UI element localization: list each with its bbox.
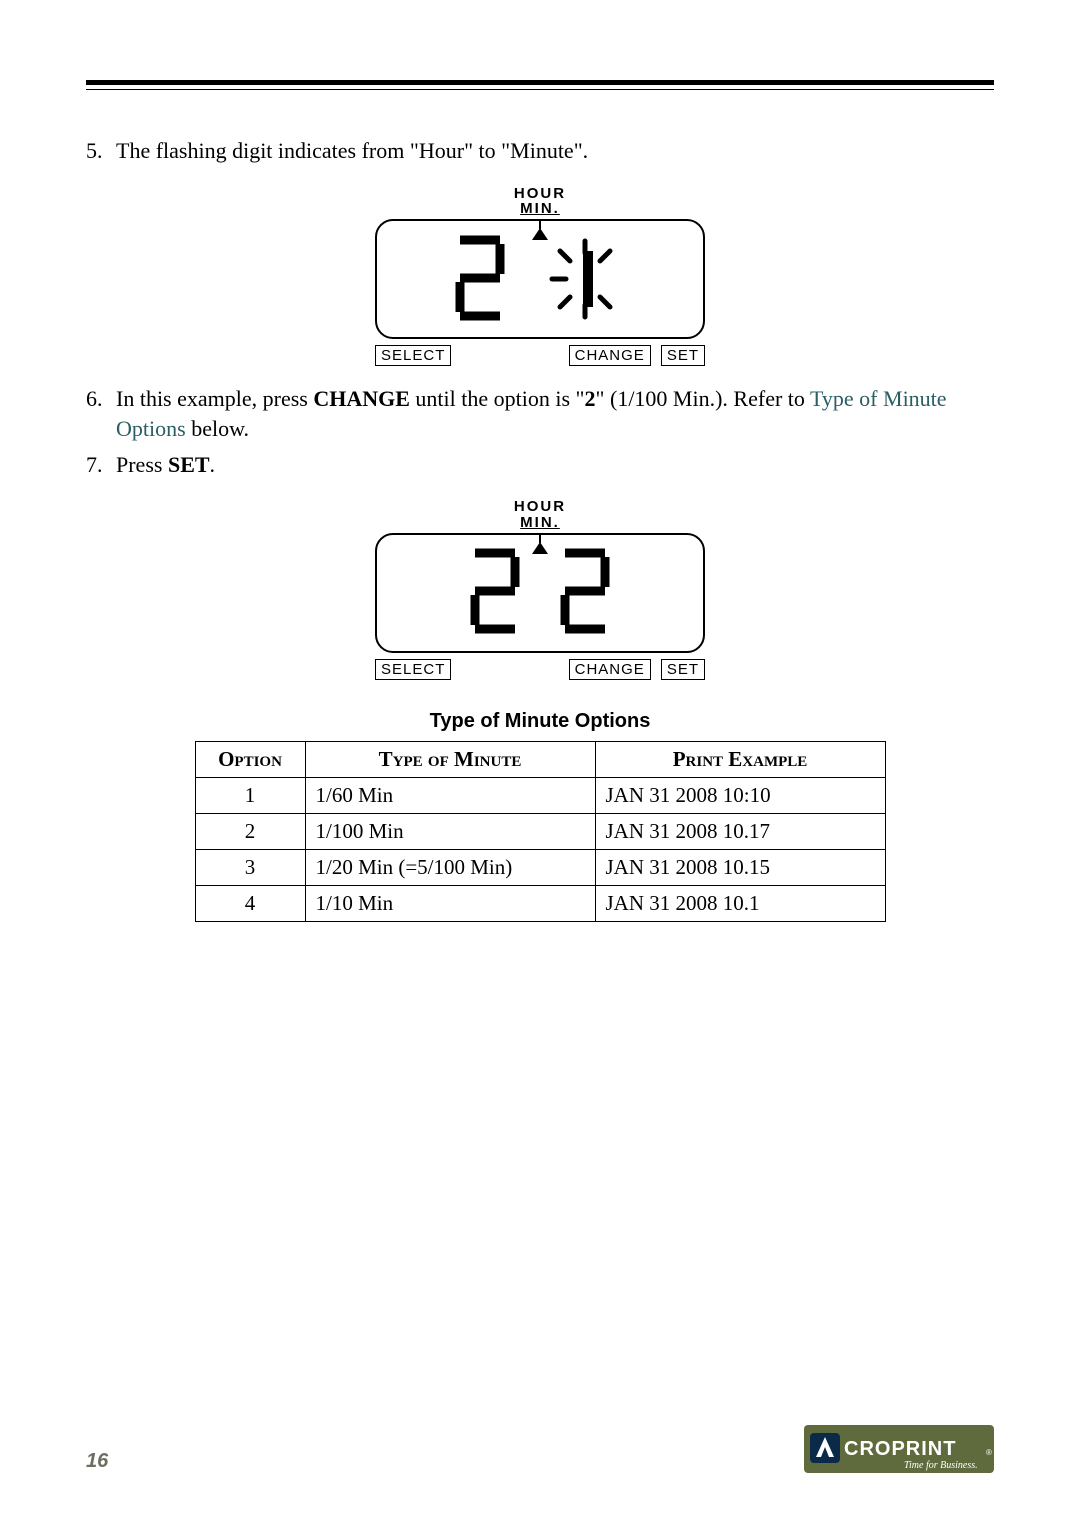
table-row: 41/10 MinJAN 31 2008 10.1 bbox=[195, 885, 885, 921]
table-cell: 3 bbox=[195, 849, 305, 885]
th-option: Option bbox=[195, 741, 305, 777]
page-number: 16 bbox=[86, 1450, 108, 1473]
lcd-label-min: MIN. bbox=[375, 201, 705, 217]
table-row: 11/60 MinJAN 31 2008 10:10 bbox=[195, 777, 885, 813]
lcd-set-button-2: SET bbox=[661, 659, 705, 680]
table-cell: 1/100 Min bbox=[305, 813, 595, 849]
table-cell: JAN 31 2008 10.15 bbox=[595, 849, 885, 885]
step-6-mid: until the option is " bbox=[410, 386, 585, 411]
table-row: 31/20 Min (=5/100 Min)JAN 31 2008 10.15 bbox=[195, 849, 885, 885]
lcd-right-sun-digit bbox=[540, 233, 630, 325]
lcd-change-button-2: CHANGE bbox=[569, 659, 651, 680]
table-cell: 1/10 Min bbox=[305, 885, 595, 921]
step-6-post1: " (1/100 Min.). Refer to bbox=[596, 386, 811, 411]
table-cell: 1 bbox=[195, 777, 305, 813]
lcd-buttons-2: SELECT CHANGE SET bbox=[375, 659, 705, 680]
lcd-label-hour: HOUR bbox=[375, 186, 705, 202]
step-6: 6.In this example, press CHANGE until th… bbox=[86, 384, 994, 443]
lcd-labels: HOUR MIN. bbox=[375, 186, 705, 218]
step-5-text: The flashing digit indicates from "Hour"… bbox=[116, 138, 588, 163]
lcd-label-hour-2: HOUR bbox=[375, 499, 705, 515]
minute-options-table: Option Type of Minute Print Example 11/6… bbox=[195, 741, 886, 922]
step-6-pre: In this example, press bbox=[116, 386, 313, 411]
table-header-row: Option Type of Minute Print Example bbox=[195, 741, 885, 777]
lcd-arrow-icon-2 bbox=[532, 541, 548, 557]
step-7-post: . bbox=[210, 452, 216, 477]
table-cell: 1/60 Min bbox=[305, 777, 595, 813]
step-5-num: 5. bbox=[86, 136, 116, 166]
table-cell: 1/20 Min (=5/100 Min) bbox=[305, 849, 595, 885]
lcd-labels-2: HOUR MIN. bbox=[375, 499, 705, 531]
step-7: 7.Press SET. bbox=[86, 450, 994, 480]
table-row: 21/100 MinJAN 31 2008 10.17 bbox=[195, 813, 885, 849]
table-cell: JAN 31 2008 10.17 bbox=[595, 813, 885, 849]
lcd-select-button: SELECT bbox=[375, 345, 451, 366]
footer: 16 CROPRINT Time for Business. ® bbox=[86, 1425, 994, 1473]
step-6-two: 2 bbox=[585, 386, 596, 411]
lcd-diagram-1: HOUR MIN. bbox=[86, 186, 994, 367]
table-cell: JAN 31 2008 10.1 bbox=[595, 885, 885, 921]
step-7-pre: Press bbox=[116, 452, 168, 477]
step-6-post2: below. bbox=[186, 416, 249, 441]
table-cell: 4 bbox=[195, 885, 305, 921]
svg-text:Time for Business.: Time for Business. bbox=[904, 1460, 978, 1471]
lcd-arrow-icon bbox=[532, 227, 548, 243]
lcd-label-min-2: MIN. bbox=[375, 515, 705, 531]
svg-text:®: ® bbox=[986, 1448, 992, 1457]
step-5: 5.The flashing digit indicates from "Hou… bbox=[86, 136, 994, 166]
lcd-box bbox=[375, 219, 705, 339]
table-title: Type of Minute Options bbox=[86, 710, 994, 733]
lcd-left-digit-2 bbox=[465, 545, 525, 640]
lcd-buttons: SELECT CHANGE SET bbox=[375, 345, 705, 366]
step-6-change: CHANGE bbox=[313, 386, 410, 411]
lcd-select-button-2: SELECT bbox=[375, 659, 451, 680]
svg-text:CROPRINT: CROPRINT bbox=[844, 1438, 956, 1460]
acroprint-logo: CROPRINT Time for Business. ® bbox=[804, 1425, 994, 1473]
th-type: Type of Minute bbox=[305, 741, 595, 777]
lcd-left-digit bbox=[450, 232, 510, 327]
lcd-box-2 bbox=[375, 533, 705, 653]
lcd-change-button: CHANGE bbox=[569, 345, 651, 366]
step-6-num: 6. bbox=[86, 384, 116, 414]
lcd-right-digit-2 bbox=[555, 545, 615, 640]
top-rule bbox=[86, 80, 994, 90]
table-cell: 2 bbox=[195, 813, 305, 849]
step-7-set: SET bbox=[168, 452, 210, 477]
lcd-set-button: SET bbox=[661, 345, 705, 366]
lcd-diagram-2: HOUR MIN. bbox=[86, 499, 994, 680]
step-7-num: 7. bbox=[86, 450, 116, 480]
th-print-example: Print Example bbox=[595, 741, 885, 777]
table-cell: JAN 31 2008 10:10 bbox=[595, 777, 885, 813]
